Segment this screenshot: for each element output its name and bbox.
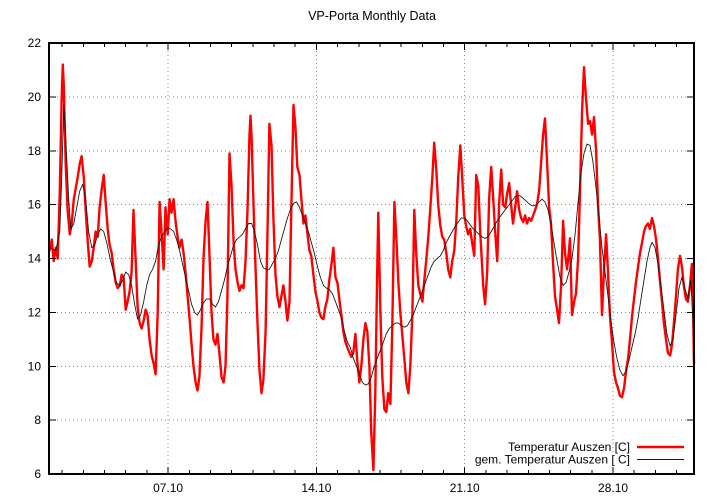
y-tick-label: 8: [34, 413, 41, 427]
x-tick-label: 07.10: [153, 481, 183, 495]
y-tick-label: 22: [28, 36, 42, 50]
y-tick-label: 10: [28, 359, 42, 373]
y-tick-label: 18: [28, 144, 42, 158]
y-tick-label: 16: [28, 198, 42, 212]
legend-label: Temperatur Auszen [C]: [508, 440, 630, 454]
series-temperatur-line: [48, 63, 696, 472]
chart-title: VP-Porta Monthly Data: [308, 9, 436, 23]
y-tick-label: 20: [28, 90, 42, 104]
x-tick-label: 28.10: [598, 481, 628, 495]
y-tick-label: 14: [28, 252, 42, 266]
x-tick-label: 21.10: [450, 481, 480, 495]
y-tick-label: 6: [34, 467, 41, 481]
x-tick-label: 14.10: [301, 481, 331, 495]
legend-label: gem. Temperatur Auszen [ C]: [475, 453, 630, 467]
y-tick-label: 12: [28, 305, 42, 319]
series-gem-temperatur-line: [49, 104, 695, 386]
